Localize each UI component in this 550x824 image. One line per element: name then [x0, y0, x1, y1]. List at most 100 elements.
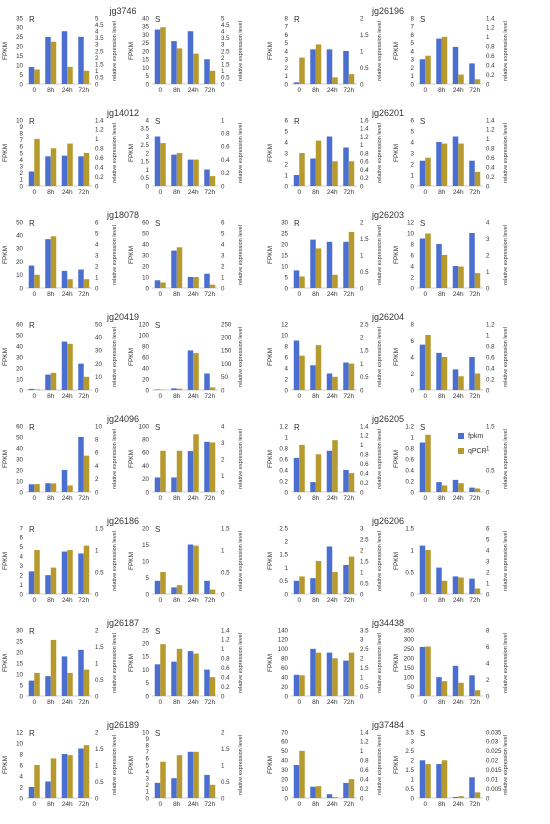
bar-fpkm-0 — [28, 171, 35, 186]
bar-fpkm-0 — [293, 457, 300, 492]
y-tick-label: 5 — [146, 762, 150, 769]
y2-tick-label: 1 — [486, 34, 490, 41]
bar-fpkm-8h — [310, 578, 316, 594]
bar-qpcr-72h — [474, 588, 481, 594]
bar-qpcr-0 — [34, 69, 40, 84]
figure-title: jg18078 — [106, 210, 139, 220]
y2-tick-label: 10 — [95, 423, 102, 430]
y2-tick-label: 0.8 — [486, 44, 495, 51]
y-tick-label: 10 — [16, 272, 23, 279]
y2-tick-label: 1.5 — [360, 348, 369, 355]
bar-qpcr-8h — [441, 255, 448, 288]
y2-tick-label: 3.5 — [95, 35, 104, 42]
bar-qpcr-72h — [209, 284, 216, 288]
bar-fpkm-24h — [326, 373, 333, 390]
panel-jg26186-1: 0 1 2 3 4 5 6 7 0 0.5 1 1.5 FPKM relative expression … — [2, 525, 118, 604]
y-tick-label: 20 — [281, 241, 288, 248]
bar-fpkm-0 — [293, 765, 300, 798]
y2-tick-label: 0 — [486, 795, 490, 802]
y-tick-label: 25 — [16, 34, 23, 41]
y-tick-label: 4 — [411, 354, 415, 361]
y-axis-label: FPKM — [2, 552, 9, 570]
y2-tick-label: 2 — [486, 677, 490, 684]
bar-qpcr-0 — [299, 750, 305, 798]
bar-fpkm-0 — [293, 674, 300, 696]
y2-tick-label: 0 — [486, 693, 490, 700]
y-tick-label: 150 — [404, 665, 415, 672]
y-tick-label: 15 — [142, 542, 149, 549]
legend-swatch-fpkm — [458, 433, 464, 439]
panel-tag: S — [155, 15, 160, 24]
x-tick-label: 0 — [158, 699, 162, 706]
y-tick-label: 2 — [285, 65, 289, 72]
y-tick-label: 0.5 — [405, 786, 414, 793]
bar-fpkm-24h — [61, 155, 68, 186]
y2-tick-label: 0 — [221, 795, 225, 802]
y-tick-label: 60 — [16, 423, 23, 430]
y2-tick-label: 50 — [221, 374, 228, 381]
y-tick-label: 2 — [411, 758, 415, 765]
x-tick-label: 8h — [438, 495, 446, 502]
x-tick-label: 8h — [47, 495, 55, 502]
y-tick-label: 3 — [411, 739, 415, 746]
bar-fpkm-0 — [419, 760, 426, 798]
y-tick-label: 0 — [146, 183, 150, 190]
y-tick-label: 40 — [142, 15, 149, 22]
y2-tick-label: 2 — [221, 55, 225, 62]
y-tick-label: 0 — [20, 591, 24, 598]
y2-tick-label: 1 — [486, 136, 490, 143]
y-tick-label: 20 — [142, 376, 149, 383]
panel-jg18078-1: 0 10 20 30 40 50 0 1 2 3 4 5 6 FPKM relative expressio… — [2, 219, 118, 298]
y-tick-label: 30 — [16, 627, 23, 634]
bar-qpcr-8h — [315, 652, 322, 696]
y-tick-label: 2 — [411, 65, 415, 72]
y-tick-label: 2.5 — [140, 142, 149, 149]
bar-fpkm-0 — [293, 175, 300, 186]
y-tick-label: 120 — [278, 637, 289, 644]
bar-qpcr-72h — [83, 669, 90, 696]
y-tick-label: 8 — [411, 15, 415, 22]
y-tick-label: 0 — [411, 285, 415, 292]
x-tick-label: 8h — [173, 801, 181, 808]
y2-tick-label: 0.4 — [221, 157, 230, 164]
panel-jg34438-1: 0 20 40 60 80 100 120 140 0 0.5 1 1.5 2 2.5 3 3.5 FPKM re… — [267, 627, 383, 706]
bar-fpkm-72h — [343, 51, 349, 84]
bar-qpcr-0 — [34, 672, 40, 696]
y-tick-label: 0.8 — [405, 445, 414, 452]
y2-tick-label: 200 — [221, 335, 232, 342]
y2-tick-label: 0.2 — [360, 175, 369, 182]
x-tick-label: 0 — [297, 597, 301, 604]
figure-title: jg26186 — [106, 516, 139, 526]
y-tick-label: 3 — [20, 563, 24, 570]
bar-qpcr-0 — [425, 157, 431, 186]
y-tick-label: 0 — [285, 489, 289, 496]
bar-qpcr-24h — [67, 550, 73, 594]
y-axis-label: FPKM — [128, 552, 135, 570]
bar-fpkm-72h — [204, 441, 210, 492]
bar-qpcr-0 — [34, 765, 40, 798]
y-tick-label: 6 — [411, 32, 415, 39]
y2-tick-label: 0 — [360, 285, 364, 292]
bar-qpcr-72h — [474, 373, 481, 390]
y-tick-label: 0.5 — [140, 175, 149, 182]
panel-jg3746-2: 051015202530354000.511.522.533.544.55FPK… — [128, 15, 244, 94]
x-tick-label: 0 — [158, 495, 162, 502]
bar-qpcr-8h — [315, 786, 322, 798]
bar-fpkm-24h — [326, 241, 333, 288]
y-tick-label: 1.2 — [279, 423, 288, 430]
y2-tick-label: 0.5 — [221, 569, 230, 576]
panel-tag: S — [155, 627, 160, 636]
y2-tick-label: 4 — [486, 547, 490, 554]
bar-qpcr-24h — [67, 143, 73, 186]
y-tick-label: 30 — [281, 219, 288, 226]
x-tick-label: 72h — [78, 495, 89, 502]
x-tick-label: 8h — [312, 189, 320, 196]
bar-fpkm-24h — [326, 450, 333, 492]
bar-qpcr-72h — [209, 589, 216, 594]
x-tick-label: 24h — [453, 597, 464, 604]
bar-fpkm-24h — [452, 665, 459, 696]
legend-label-qpcr: qPCR — [468, 447, 487, 455]
